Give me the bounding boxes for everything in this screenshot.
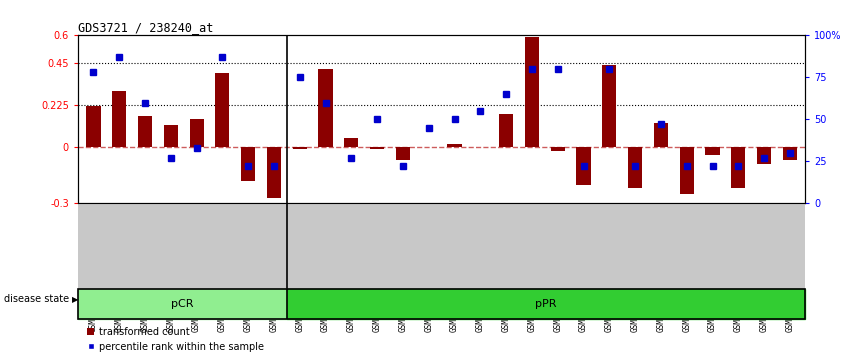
Bar xyxy=(241,147,255,181)
Bar xyxy=(783,147,797,160)
Bar xyxy=(345,138,359,147)
Bar xyxy=(680,147,694,194)
Bar xyxy=(706,147,720,155)
Bar xyxy=(448,144,462,147)
Bar xyxy=(78,289,287,319)
Bar xyxy=(164,125,178,147)
Bar xyxy=(757,147,772,164)
Bar xyxy=(654,123,668,147)
Bar xyxy=(577,147,591,185)
Bar xyxy=(499,114,514,147)
Bar xyxy=(319,69,333,147)
Text: GDS3721 / 238240_at: GDS3721 / 238240_at xyxy=(78,21,213,34)
Text: pPR: pPR xyxy=(535,299,557,309)
Bar xyxy=(287,289,805,319)
Bar xyxy=(112,91,126,147)
Bar xyxy=(731,147,746,188)
Bar xyxy=(190,119,204,147)
Text: disease state: disease state xyxy=(4,294,69,304)
Bar xyxy=(551,147,565,151)
Bar xyxy=(87,106,100,147)
Bar xyxy=(293,147,307,149)
Bar xyxy=(602,65,617,147)
Bar xyxy=(370,147,385,149)
Bar xyxy=(138,116,152,147)
Bar xyxy=(396,147,410,160)
Text: pCR: pCR xyxy=(171,299,194,309)
Text: ▶: ▶ xyxy=(72,295,79,304)
Legend: transformed count, percentile rank within the sample: transformed count, percentile rank withi… xyxy=(83,323,268,354)
Bar xyxy=(628,147,643,188)
Bar xyxy=(267,147,281,198)
Bar xyxy=(216,73,229,147)
Bar xyxy=(525,37,539,147)
